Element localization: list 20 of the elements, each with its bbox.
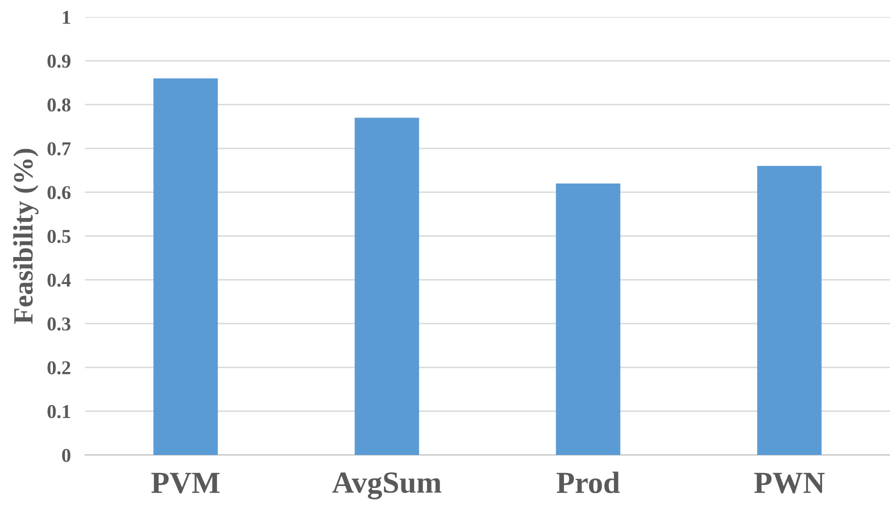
x-tick-label: AvgSum	[332, 472, 442, 500]
bar	[354, 118, 420, 455]
y-tick-label: 0.3	[48, 317, 70, 331]
y-axis-title: Feasibility (%)	[13, 148, 38, 324]
y-tick-label: 0.6	[48, 186, 71, 200]
x-tick-label: PWN	[754, 472, 825, 494]
bar	[153, 78, 218, 455]
bar	[556, 183, 620, 455]
y-tick-label: 0.1	[48, 405, 70, 418]
y-tick-label: 0.8	[48, 98, 70, 112]
bar	[757, 166, 822, 455]
x-tick-label: PVM	[151, 472, 220, 494]
y-tick-label: 0.4	[48, 274, 71, 287]
y-tick-label: 0.9	[48, 54, 70, 68]
y-tick-label: 0.7	[48, 142, 71, 156]
x-tick-label: Prod	[556, 472, 620, 494]
y-tick-label: 1	[62, 10, 70, 24]
y-tick-label: 0	[62, 448, 70, 462]
y-tick-label: 0.2	[48, 361, 70, 374]
y-tick-label: 0.5	[48, 230, 70, 244]
